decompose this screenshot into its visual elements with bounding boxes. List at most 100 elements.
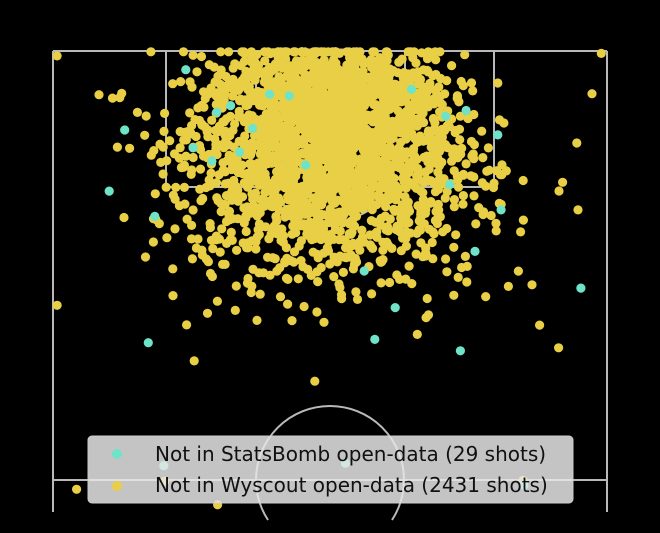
wyscout-shot-point bbox=[224, 150, 234, 160]
wyscout-shot-point bbox=[433, 199, 443, 209]
wyscout-shot-point bbox=[201, 182, 211, 193]
wyscout-shot-point bbox=[403, 115, 413, 125]
wyscout-shot-point bbox=[456, 76, 466, 87]
wyscout-shot-point bbox=[205, 219, 215, 229]
wyscout-shot-point bbox=[413, 67, 423, 77]
wyscout-shot-point bbox=[339, 174, 349, 184]
wyscout-shot-point bbox=[335, 251, 345, 261]
wyscout-shot-point bbox=[125, 143, 135, 153]
wyscout-shot-point bbox=[291, 141, 301, 151]
wyscout-shot-point bbox=[418, 177, 428, 187]
wyscout-shot-point bbox=[423, 102, 433, 112]
wyscout-shot-point bbox=[263, 252, 273, 262]
wyscout-shot-point bbox=[315, 225, 325, 235]
wyscout-shot-point bbox=[340, 152, 351, 162]
wyscout-shot-point bbox=[385, 143, 395, 153]
wyscout-shot-point bbox=[352, 294, 363, 304]
wyscout-shot-point bbox=[415, 74, 426, 85]
wyscout-shot-point bbox=[381, 183, 391, 193]
wyscout-shot-point bbox=[449, 290, 459, 300]
wyscout-shot-point bbox=[162, 233, 172, 243]
wyscout-shot-point bbox=[516, 227, 526, 237]
wyscout-shot-point bbox=[132, 107, 142, 117]
wyscout-shot-point bbox=[174, 153, 184, 163]
wyscout-shot-point bbox=[211, 140, 221, 150]
wyscout-shot-point bbox=[393, 184, 403, 194]
wyscout-shot-point bbox=[223, 178, 233, 188]
wyscout-shot-point bbox=[176, 77, 186, 87]
wyscout-shot-point bbox=[170, 224, 180, 234]
wyscout-shot-point bbox=[72, 484, 82, 494]
wyscout-shot-point bbox=[271, 197, 281, 207]
wyscout-shot-point bbox=[208, 244, 218, 254]
wyscout-shot-point bbox=[246, 47, 256, 57]
wyscout-shot-point bbox=[382, 222, 393, 232]
statsbomb-shot-point bbox=[445, 180, 455, 190]
wyscout-shot-point bbox=[449, 202, 459, 212]
wyscout-shot-point bbox=[400, 148, 410, 158]
wyscout-shot-point bbox=[353, 119, 363, 129]
wyscout-shot-point bbox=[247, 281, 257, 291]
wyscout-shot-point bbox=[257, 179, 268, 190]
statsbomb-shot-point bbox=[188, 143, 198, 153]
wyscout-shot-point bbox=[337, 90, 347, 100]
wyscout-shot-point bbox=[269, 151, 279, 161]
wyscout-shot-point bbox=[374, 128, 385, 138]
wyscout-shot-point bbox=[140, 130, 150, 140]
wyscout-shot-point bbox=[292, 133, 302, 143]
wyscout-shot-point bbox=[296, 256, 306, 266]
wyscout-shot-point bbox=[188, 152, 198, 163]
wyscout-shot-point bbox=[148, 237, 158, 247]
wyscout-shot-point bbox=[297, 113, 308, 123]
wyscout-shot-point bbox=[239, 218, 249, 228]
wyscout-shot-point bbox=[343, 120, 353, 130]
wyscout-shot-point bbox=[422, 65, 432, 75]
wyscout-shot-point bbox=[256, 134, 266, 144]
wyscout-shot-point bbox=[279, 104, 290, 114]
wyscout-shot-point bbox=[481, 292, 491, 302]
wyscout-shot-point bbox=[188, 205, 198, 215]
wyscout-shot-point bbox=[411, 183, 422, 193]
statsbomb-shot-point bbox=[406, 84, 417, 94]
wyscout-shot-point bbox=[478, 209, 488, 220]
wyscout-shot-point bbox=[325, 259, 335, 269]
wyscout-shot-point bbox=[253, 97, 263, 107]
wyscout-shot-point bbox=[168, 291, 178, 301]
wyscout-shot-point bbox=[535, 320, 545, 330]
wyscout-shot-point bbox=[401, 132, 411, 142]
wyscout-shot-point bbox=[277, 224, 287, 234]
wyscout-shot-point bbox=[418, 82, 428, 92]
wyscout-shot-point bbox=[455, 135, 465, 145]
wyscout-shot-point bbox=[304, 57, 314, 68]
wyscout-shot-point bbox=[360, 57, 370, 67]
wyscout-shot-point bbox=[342, 107, 352, 117]
wyscout-shot-point bbox=[412, 121, 422, 131]
wyscout-shot-point bbox=[398, 233, 408, 243]
wyscout-shot-point bbox=[215, 247, 225, 257]
wyscout-shot-point bbox=[249, 59, 259, 69]
wyscout-shot-point bbox=[158, 169, 168, 179]
wyscout-shot-point bbox=[402, 176, 412, 186]
wyscout-shot-point bbox=[412, 228, 422, 238]
wyscout-shot-point bbox=[404, 160, 414, 170]
wyscout-shot-point bbox=[226, 188, 236, 198]
wyscout-shot-point bbox=[458, 169, 468, 179]
wyscout-shot-point bbox=[372, 145, 382, 156]
wyscout-shot-point bbox=[385, 214, 395, 224]
wyscout-shot-point bbox=[503, 281, 513, 291]
wyscout-shot-point bbox=[260, 125, 270, 135]
wyscout-shot-point bbox=[146, 47, 156, 57]
wyscout-shot-point bbox=[178, 47, 189, 57]
wyscout-shot-point bbox=[219, 117, 229, 127]
wyscout-shot-point bbox=[231, 281, 241, 291]
wyscout-shot-point bbox=[429, 229, 439, 239]
wyscout-shot-point bbox=[256, 165, 266, 175]
wyscout-shot-point bbox=[220, 259, 230, 269]
wyscout-shot-point bbox=[282, 113, 292, 123]
wyscout-shot-point bbox=[326, 193, 337, 203]
wyscout-shot-point bbox=[389, 204, 399, 214]
statsbomb-shot-point bbox=[265, 89, 275, 99]
wyscout-shot-point bbox=[378, 245, 388, 255]
wyscout-shot-point bbox=[427, 237, 437, 248]
statsbomb-shot-point bbox=[235, 147, 245, 157]
